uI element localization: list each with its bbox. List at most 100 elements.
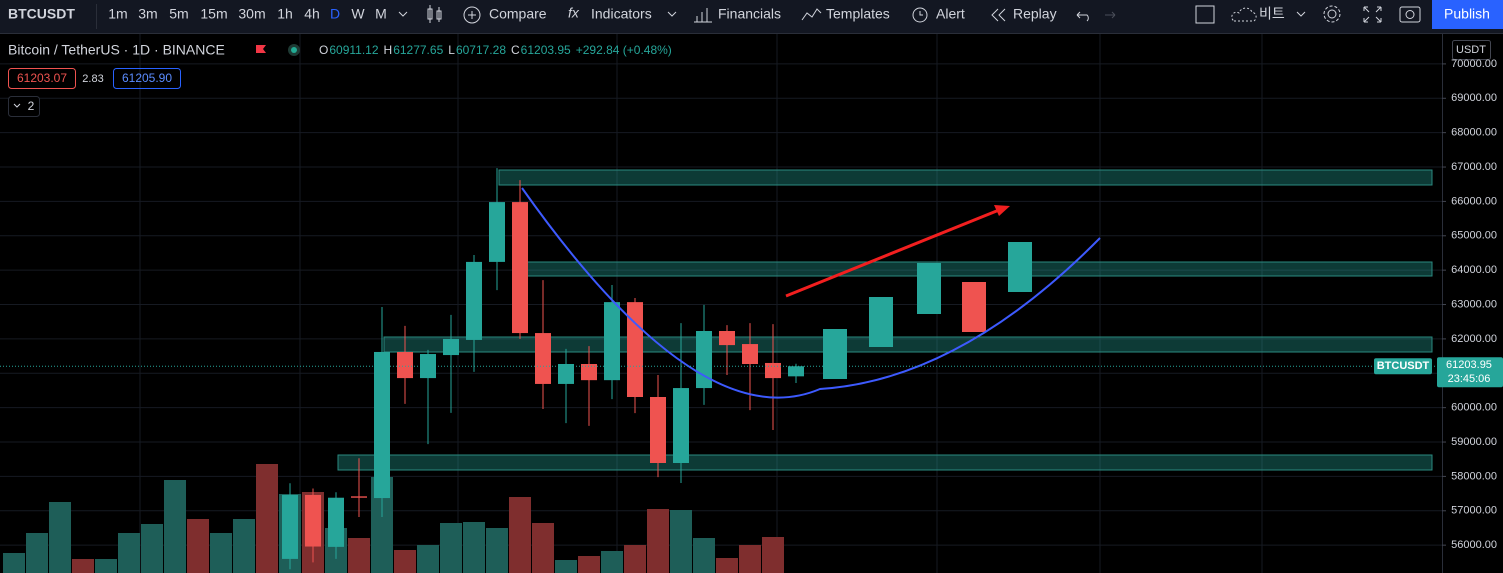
flag[interactable] (256, 45, 266, 53)
compare-icon[interactable] (463, 6, 481, 24)
indicators-icon[interactable]: fx (568, 5, 580, 21)
y-tick-label: 57000.00 (1451, 505, 1497, 517)
y-tick-label: 62000.00 (1451, 333, 1497, 345)
fullscreen-icon[interactable] (1363, 6, 1382, 23)
candle-body (443, 338, 459, 356)
volume-bar (3, 553, 25, 573)
publish-button[interactable] (1432, 0, 1503, 29)
currency-box[interactable] (1452, 40, 1491, 60)
legend-title: Bitcoin / TetherUS · 1D · BINANCE (8, 42, 225, 58)
replay-button[interactable]: Replay (1013, 6, 1057, 22)
publish-label[interactable]: Publish (1444, 6, 1490, 22)
y-tick-label: 68000.00 (1451, 127, 1497, 139)
volume-bar (95, 559, 117, 573)
chart-type-icon[interactable] (427, 5, 442, 23)
alert-icon[interactable] (912, 7, 928, 23)
ask-box (113, 68, 181, 89)
templates-icon[interactable] (801, 8, 822, 21)
cloud-icon[interactable] (1231, 7, 1257, 22)
volume-bar (670, 510, 692, 573)
interval[interactable]: 5m (169, 6, 188, 22)
projected-candle-drawing (962, 282, 986, 332)
candle-body (489, 202, 505, 262)
zone-drawing (337, 454, 1433, 471)
interval[interactable]: 1h (277, 6, 293, 22)
symbol-tag (1374, 358, 1432, 375)
interval[interactable]: 30m (238, 6, 265, 22)
interval[interactable]: 1m (108, 6, 127, 22)
undo[interactable] (1076, 11, 1089, 22)
volume-bar (348, 538, 370, 573)
volume-bar (141, 524, 163, 573)
volume-bar (762, 537, 784, 573)
interval[interactable]: 4h (304, 6, 320, 22)
y-tick-label: 59000.00 (1451, 436, 1497, 448)
snapshot-icon[interactable] (1399, 6, 1421, 23)
ohlc-value: 60717.28 (456, 43, 506, 57)
financials-button[interactable]: Financials (718, 6, 781, 22)
volume-bar (256, 464, 278, 573)
interval[interactable]: 15m (200, 6, 227, 22)
interval-chevron[interactable] (398, 11, 408, 17)
interval[interactable]: 3m (138, 6, 157, 22)
y-tick-label: 63000.00 (1451, 298, 1497, 310)
interval[interactable]: W (351, 6, 365, 22)
alert-button[interactable]: Alert (936, 6, 965, 22)
price-tag (1437, 357, 1503, 388)
projected-candle-drawing (823, 329, 847, 379)
volume-bar (49, 502, 71, 573)
indicators-button[interactable]: Indicators (591, 6, 652, 22)
y-tick-label: 67000.00 (1451, 161, 1497, 173)
volume-bar (394, 550, 416, 573)
candle-body (397, 351, 413, 379)
volume-bar (417, 545, 439, 573)
volume-bar (532, 523, 554, 573)
ohlc-key: L (448, 43, 455, 57)
zone-drawing (383, 336, 1433, 353)
collapse-button[interactable] (8, 96, 40, 117)
y-tick-label: 64000.00 (1451, 264, 1497, 276)
ohlc-value: 61203.95 (521, 43, 571, 57)
candle-body (535, 333, 551, 384)
interval[interactable]: D (330, 6, 340, 22)
indicator-count[interactable]: 2 (28, 99, 35, 113)
bid-box (8, 68, 76, 89)
volume-bar (739, 545, 761, 573)
templates-button[interactable]: Templates (826, 6, 890, 22)
layout-name[interactable]: 비트 (1259, 6, 1285, 22)
candle-body (673, 388, 689, 463)
countdown: 23:45:06 (1448, 373, 1491, 385)
layout-chevron[interactable] (1296, 11, 1306, 17)
curve-drawing (521, 187, 1101, 399)
interval[interactable]: M (375, 6, 387, 22)
candle-body (466, 261, 482, 340)
y-tick-label: 58000.00 (1451, 470, 1497, 482)
candle-body (420, 354, 436, 379)
candle-body (558, 364, 574, 384)
compare-button[interactable]: Compare (489, 6, 547, 22)
indicators-chevron[interactable] (667, 11, 677, 17)
candle-body (650, 397, 666, 463)
layout-icon[interactable] (1195, 5, 1215, 24)
projected-candle-drawing (1008, 242, 1032, 292)
volume-bar (555, 560, 577, 573)
y-tick-label: 56000.00 (1451, 539, 1497, 551)
zone-drawing (521, 261, 1433, 277)
volume-bar (509, 497, 531, 573)
collapse-chevron[interactable] (13, 103, 21, 108)
financials-icon[interactable] (694, 8, 712, 23)
candle-body (604, 302, 620, 381)
y-tick-label: 66000.00 (1451, 195, 1497, 207)
candle-body (719, 331, 735, 346)
volume-bar (118, 533, 140, 573)
candle-body (282, 494, 298, 559)
currency[interactable]: USDT (1456, 44, 1486, 56)
ohlc-key: H (384, 43, 393, 57)
settings-icon[interactable] (1323, 5, 1341, 23)
ohlc-value: 60911.12 (329, 43, 378, 57)
symbol[interactable]: BTCUSDT (8, 6, 75, 22)
y-tick-label: 70000.00 (1451, 58, 1497, 70)
volume-bar (233, 519, 255, 573)
replay-icon[interactable] (991, 8, 1006, 22)
